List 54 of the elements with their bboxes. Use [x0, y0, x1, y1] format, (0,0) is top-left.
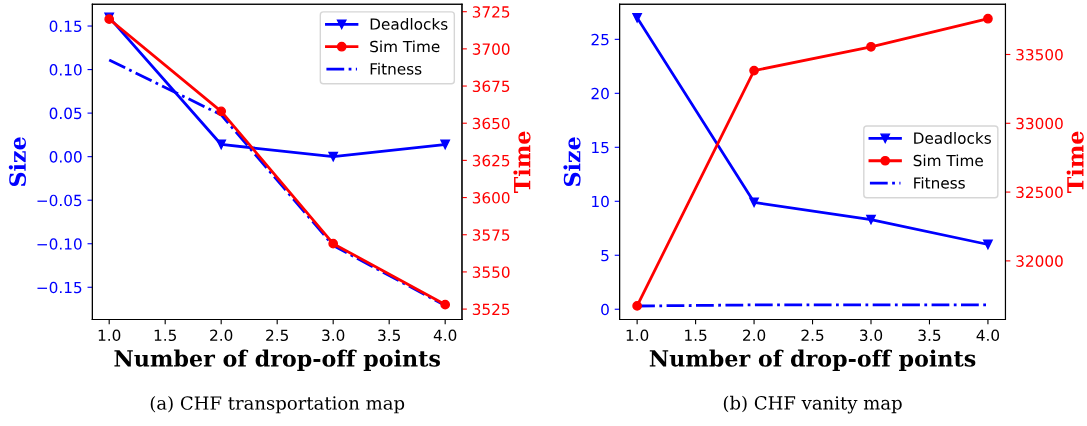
x-tick-label: 2.0 [210, 329, 233, 342]
x-tick-label: 4.0 [976, 329, 1000, 342]
y2-tick-label: 3525 [472, 303, 510, 316]
x-axis-title: Number of drop-off points [114, 349, 441, 372]
y2-tick-label: 33000 [1016, 117, 1063, 130]
legend-label: Sim Time [913, 154, 983, 167]
x-tick-label: 2.5 [266, 329, 288, 342]
y-tick-label: 0.05 [49, 107, 82, 120]
y2-tick-label: 3575 [472, 229, 510, 241]
text: (b) CHF vanity map [723, 395, 902, 414]
y-tick-label: 15 [592, 141, 609, 154]
x-tick-label: 2.0 [743, 329, 766, 342]
x-tick-label: 2.5 [801, 329, 824, 342]
x-tick-label: 1.0 [626, 329, 649, 342]
legend-label: Fitness [914, 176, 965, 189]
y-tick-label: −0.10 [37, 238, 82, 250]
y-tick-label: 25 [591, 33, 609, 46]
x-tick-label: 3.5 [378, 329, 400, 342]
x-tick-label: 3.0 [860, 329, 883, 342]
legend-label: Deadlocks [370, 18, 448, 30]
y-tick-label: −0.15 [37, 281, 82, 294]
y-tick-label: 20 [591, 87, 609, 100]
y2-tick-label: 32500 [1016, 186, 1063, 199]
y-tick-label: −0.05 [37, 194, 82, 207]
y-axis-title: Size [8, 137, 26, 187]
y-tick-label: 10 [592, 195, 609, 208]
legend-label: Sim Time [370, 40, 440, 53]
y-tick-label: 0.00 [49, 151, 82, 163]
y-tick-label: 0.10 [49, 64, 82, 76]
y2-tick-label: 3550 [472, 266, 510, 278]
x-tick-label: 1.5 [154, 329, 177, 342]
y-tick-label: 5 [601, 249, 609, 262]
y2-axis-title: Time [513, 131, 531, 193]
legend-label: Fitness [370, 62, 422, 75]
x-tick-label: 4.0 [433, 329, 457, 342]
y2-tick-label: 3625 [472, 154, 510, 167]
y2-tick-label: 33500 [1016, 48, 1063, 61]
y2-tick-label: 3650 [472, 117, 510, 130]
x-tick-label: 1.5 [685, 329, 707, 342]
x-tick-label: 3.0 [322, 329, 345, 342]
x-axis-title: Number of drop-off points [649, 349, 976, 372]
y2-tick-label: 3675 [472, 80, 510, 93]
x-tick-label: 1.0 [98, 329, 121, 342]
y-tick-label: 0.15 [49, 20, 82, 33]
x-tick-label: 3.5 [918, 329, 941, 342]
y2-tick-label: 32000 [1016, 255, 1063, 267]
y-tick-label: 0 [601, 303, 609, 316]
legend-label: Deadlocks [914, 132, 991, 144]
y2-tick-label: 3725 [472, 6, 510, 18]
y2-tick-label: 3600 [472, 192, 510, 204]
y-axis-title: Size [563, 137, 581, 187]
text: (a) CHF transportation map [150, 395, 405, 414]
y2-tick-label: 3700 [472, 43, 510, 55]
y2-axis-title: Time [1066, 131, 1084, 193]
